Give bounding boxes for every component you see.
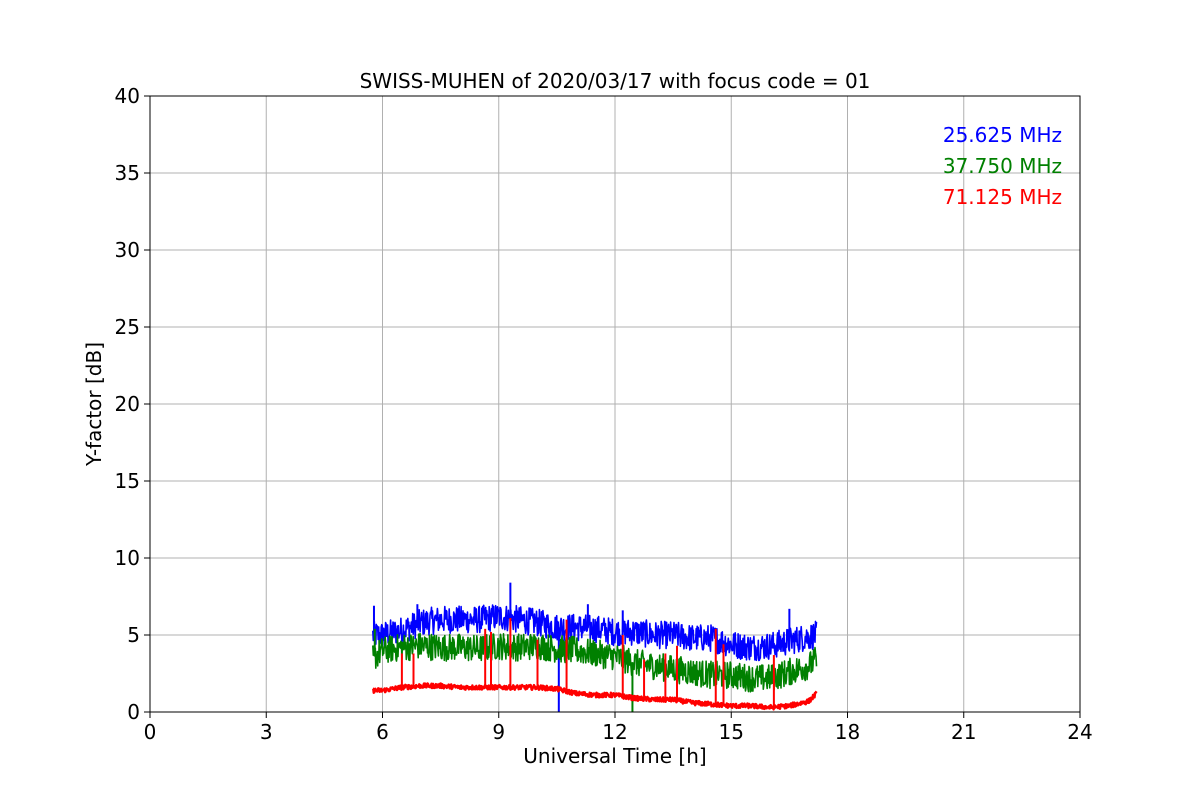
y-tick-label: 30	[115, 238, 140, 262]
y-tick-label: 25	[115, 315, 140, 339]
y-tick-label: 5	[127, 623, 140, 647]
plot-series	[372, 582, 818, 712]
series-line	[372, 604, 818, 662]
legend: 25.625 MHz 37.750 MHz 71.125 MHz	[943, 123, 1062, 209]
series-2	[372, 628, 818, 712]
x-axis-ticks: 0 3 6 9 12 15 18 21 24	[144, 712, 1093, 744]
y-tick-label: 35	[115, 161, 140, 185]
x-axis-label: Universal Time [h]	[523, 744, 706, 768]
series-1	[372, 582, 818, 712]
series-3	[372, 618, 818, 711]
series-line	[372, 632, 818, 693]
y-tick-label: 0	[127, 700, 140, 724]
x-tick-label: 21	[951, 720, 976, 744]
series-line	[372, 682, 818, 711]
y-axis-label: Y-factor [dB]	[82, 342, 106, 467]
x-tick-label: 15	[719, 720, 744, 744]
y-tick-label: 15	[115, 469, 140, 493]
legend-entry: 25.625 MHz	[943, 123, 1062, 147]
y-tick-label: 20	[115, 392, 140, 416]
y-tick-label: 10	[115, 546, 140, 570]
x-tick-label: 24	[1067, 720, 1092, 744]
x-tick-label: 12	[602, 720, 627, 744]
chart-title: SWISS-MUHEN of 2020/03/17 with focus cod…	[360, 69, 871, 93]
y-axis-ticks: 0 5 10 15 20 25 30 35 40	[115, 84, 150, 724]
legend-entry: 71.125 MHz	[943, 185, 1062, 209]
x-tick-label: 3	[260, 720, 273, 744]
x-tick-label: 9	[492, 720, 505, 744]
x-tick-label: 0	[144, 720, 157, 744]
legend-entry: 37.750 MHz	[943, 154, 1062, 178]
x-tick-label: 6	[376, 720, 389, 744]
y-tick-label: 40	[115, 84, 140, 108]
x-tick-label: 18	[835, 720, 860, 744]
